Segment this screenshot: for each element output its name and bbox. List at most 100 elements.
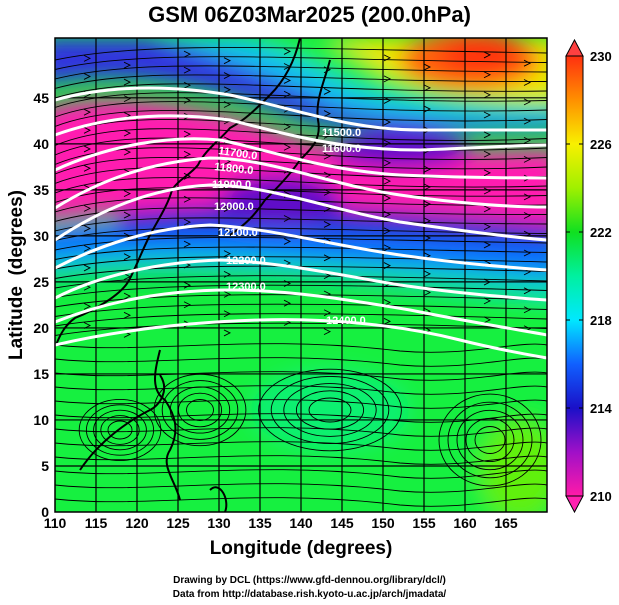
colorbar-tick-label: 218 (590, 313, 612, 328)
streamline-arrow (123, 148, 132, 156)
x-axis-label: Longitude (degrees) (210, 538, 393, 559)
x-tick-label: 115 (85, 515, 108, 531)
x-tick-label: 125 (166, 515, 190, 531)
streamline-arrow (483, 91, 492, 99)
colorbar-extend-min (565, 495, 584, 514)
streamline-arrow (323, 88, 332, 95)
streamline-arrow (83, 204, 92, 212)
streamline-arrow (223, 101, 232, 108)
y-tick-label: 25 (33, 274, 49, 290)
streamline-arrow (483, 223, 492, 231)
streamline-arrow (283, 90, 292, 98)
streamline-arrow (483, 150, 492, 158)
contour-label: 11900.0 (212, 179, 251, 191)
x-tick-label: 110 (44, 515, 67, 531)
streamline-arrow (523, 249, 532, 257)
streamline-arrow (83, 264, 92, 272)
streamline-arrow (323, 221, 332, 228)
streamline-arrow (183, 130, 192, 138)
y-tick-label: 0 (41, 504, 49, 520)
streamline-arrow (83, 244, 92, 252)
colorbar-bar (565, 55, 584, 497)
streamline-arrow (83, 145, 92, 153)
credit-data: Data from http://database.rish.kyoto-u.a… (172, 589, 447, 600)
streamline (55, 187, 547, 203)
streamline (55, 177, 547, 194)
streamline-arrow (123, 253, 132, 261)
streamline-arrow (483, 297, 492, 305)
streamline-arrow (123, 129, 132, 137)
streamline-arrow (383, 317, 392, 325)
streamline-arrow (383, 177, 392, 185)
streamline-arrow (83, 302, 92, 310)
colorbar-tick-label: 214 (590, 401, 612, 416)
contour-line (55, 318, 547, 360)
streamline-arrow (83, 164, 92, 172)
contour-line (55, 156, 547, 210)
streamline-arrow (223, 228, 232, 236)
streamline-arrow (183, 218, 192, 226)
streamline-arrow (383, 139, 392, 147)
streamline (55, 284, 547, 298)
contour-label: 11700.0 (218, 145, 258, 162)
streamline-arrow (483, 111, 492, 119)
streamline-arrow (483, 169, 492, 177)
x-tick-label: 145 (330, 515, 354, 531)
contour-label: 11800.0 (214, 161, 254, 177)
plot-frame (54, 37, 548, 513)
streamline-arrow (183, 172, 192, 180)
streamline (55, 74, 547, 89)
streamline-arrow (523, 212, 532, 219)
colorbar-tick-labels: 230 226 222 218 214 210 (566, 49, 612, 504)
streamline-arrow (283, 77, 292, 84)
streamline-arrow (323, 152, 332, 160)
streamline-arrow (283, 299, 292, 307)
streamline-arrow (323, 309, 332, 317)
chart-title: GSM 06Z03Mar2025 (200.0hPa) (148, 2, 471, 27)
streamline-eddy (456, 409, 524, 471)
contour-label: 12200.0 (226, 255, 266, 267)
streamline-arrow (423, 165, 432, 173)
streamline-eddy (270, 375, 390, 445)
credit-drawing: Drawing by DCL (https://www.gfd-dennou.o… (173, 575, 446, 586)
streamline-arrow (223, 205, 232, 212)
streamline-arrow (283, 215, 292, 222)
streamline-arrow (383, 75, 392, 83)
streamline (55, 207, 547, 222)
x-tick-label: 120 (125, 515, 149, 531)
streamline-arrow (123, 78, 132, 86)
y-tick-label: 20 (33, 320, 49, 336)
y-tick-label: 5 (41, 458, 49, 474)
streamline-arrow (483, 71, 492, 79)
streamline-eddy (283, 383, 377, 437)
colorbar-tick-label: 226 (590, 137, 612, 152)
colorbar-tick-label: 230 (590, 49, 612, 64)
streamline (55, 83, 547, 99)
streamline-arrow (183, 240, 192, 248)
y-tick-label: 35 (33, 182, 49, 198)
streamline-eddy (308, 397, 352, 423)
streamline-arrow (123, 190, 132, 198)
streamline-arrow (483, 187, 492, 195)
streamline-arrow (483, 316, 492, 324)
streamline-arrow (123, 292, 132, 300)
contour-label: 12400.0 (326, 315, 366, 327)
y-tick-label: 40 (33, 136, 49, 152)
streamline-arrow (323, 328, 332, 336)
colorbar-extend-max (565, 38, 584, 57)
streamline-eddy (93, 409, 147, 451)
colorbar-tick-label: 222 (590, 225, 612, 240)
x-tick-label: 140 (289, 515, 313, 531)
y-tick-label: 45 (33, 90, 49, 106)
streamline-arrow (523, 155, 532, 163)
streamline-arrow (223, 86, 232, 94)
y-tick-label: 10 (33, 412, 49, 428)
streamline-arrow (523, 306, 532, 314)
contour-line (55, 137, 547, 180)
contour-line (55, 114, 547, 152)
streamline-arrow (283, 123, 292, 131)
streamline-eddy (107, 420, 133, 440)
streamline (55, 256, 547, 270)
x-tick-label: 150 (371, 515, 395, 531)
streamline-arrow (483, 241, 492, 249)
